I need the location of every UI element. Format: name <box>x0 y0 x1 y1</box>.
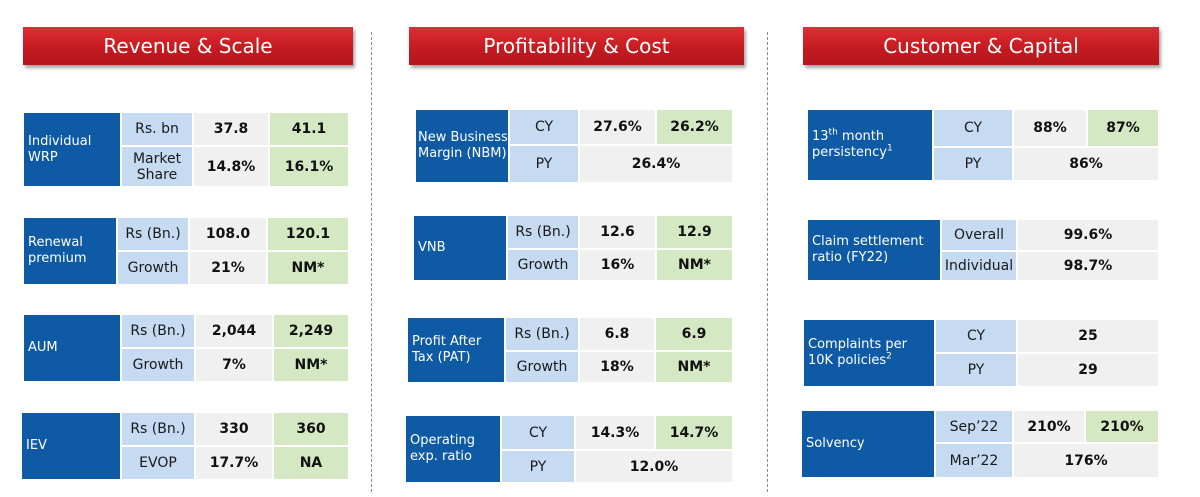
value-current: 12.9 <box>657 216 732 248</box>
value-current: 87% <box>1088 110 1158 146</box>
value-merged: 98.7% <box>1018 252 1158 280</box>
value-current: 210% <box>1086 411 1158 442</box>
value-prior: 18% <box>580 352 654 382</box>
value-prior: 88% <box>1014 110 1086 146</box>
value-prior: 16% <box>580 250 655 280</box>
value-merged: 12.0% <box>576 451 732 482</box>
value-current: 2,249 <box>274 315 348 347</box>
metric-label: Complaints per 10K policies2 <box>804 320 934 386</box>
value-prior: 108.0 <box>190 218 266 250</box>
unit-label: Individual <box>942 252 1016 280</box>
section-title-profitability: Profitability & Cost <box>409 27 744 65</box>
metric-label: New Business Margin (NBM) <box>416 110 508 182</box>
unit-label: Rs (Bn.) <box>122 413 194 445</box>
value-current: NA <box>274 447 348 479</box>
value-current: 41.1 <box>270 113 348 145</box>
value-prior: 37.8 <box>194 113 268 145</box>
section-title-customer: Customer & Capital <box>803 27 1159 65</box>
value-current: NM* <box>656 352 732 382</box>
value-prior: 12.6 <box>580 216 655 248</box>
value-prior: 14.3% <box>576 416 654 449</box>
metric-label: VNB <box>414 216 506 280</box>
value-merged: 176% <box>1014 444 1158 477</box>
unit-label: CY <box>502 416 574 449</box>
unit-label: Sep’22 <box>936 411 1012 442</box>
metric-label: Individual WRP <box>24 113 120 186</box>
value-prior: 14.8% <box>194 147 268 186</box>
value-current: 14.7% <box>656 416 732 449</box>
value-current: 6.9 <box>656 318 732 350</box>
unit-label: Growth <box>118 252 188 284</box>
value-current: NM* <box>268 252 348 284</box>
unit-label: Rs (Bn.) <box>118 218 188 250</box>
value-current: 16.1% <box>270 147 348 186</box>
metric-label: Operating exp. ratio <box>406 416 500 482</box>
value-prior: 330 <box>196 413 272 445</box>
unit-label: EVOP <box>122 447 194 479</box>
metric-label: Profit After Tax (PAT) <box>408 318 504 382</box>
value-prior: 27.6% <box>580 110 655 144</box>
metric-label: 13th month persistency1 <box>808 110 932 180</box>
unit-label: PY <box>934 148 1012 180</box>
metric-label: Claim settlement ratio (FY22) <box>808 220 940 280</box>
column-divider <box>371 32 372 492</box>
value-merged: 29 <box>1018 354 1158 386</box>
value-merged: 86% <box>1014 148 1158 180</box>
value-current: NM* <box>657 250 732 280</box>
unit-label: Market Share <box>122 147 192 186</box>
unit-label: CY <box>510 110 578 144</box>
value-prior: 210% <box>1014 411 1084 442</box>
unit-label: Growth <box>122 349 194 381</box>
unit-label: PY <box>936 354 1016 386</box>
metric-label: AUM <box>24 315 120 381</box>
unit-label: Growth <box>508 250 578 280</box>
metric-label: Solvency <box>802 411 934 477</box>
unit-label: PY <box>502 451 574 482</box>
section-title-revenue: Revenue & Scale <box>23 27 353 65</box>
value-prior: 7% <box>196 349 272 381</box>
value-prior: 21% <box>190 252 266 284</box>
unit-label: CY <box>934 110 1012 146</box>
unit-label: CY <box>936 320 1016 352</box>
unit-label: PY <box>510 146 578 182</box>
unit-label: Growth <box>506 352 578 382</box>
column-divider <box>767 32 768 492</box>
unit-label: Overall <box>942 220 1016 250</box>
value-merged: 26.4% <box>580 146 732 182</box>
unit-label: Rs. bn <box>122 113 192 145</box>
unit-label: Mar’22 <box>936 444 1012 477</box>
unit-label: Rs (Bn.) <box>508 216 578 248</box>
value-merged: 99.6% <box>1018 220 1158 250</box>
metric-label: Renewal premium <box>24 218 116 284</box>
value-current: 120.1 <box>268 218 348 250</box>
value-current: 26.2% <box>657 110 732 144</box>
value-merged: 25 <box>1018 320 1158 352</box>
unit-label: Rs (Bn.) <box>122 315 194 347</box>
value-prior: 6.8 <box>580 318 654 350</box>
metric-label: IEV <box>22 413 120 479</box>
value-prior: 17.7% <box>196 447 272 479</box>
value-prior: 2,044 <box>196 315 272 347</box>
value-current: NM* <box>274 349 348 381</box>
unit-label: Rs (Bn.) <box>506 318 578 350</box>
value-current: 360 <box>274 413 348 445</box>
